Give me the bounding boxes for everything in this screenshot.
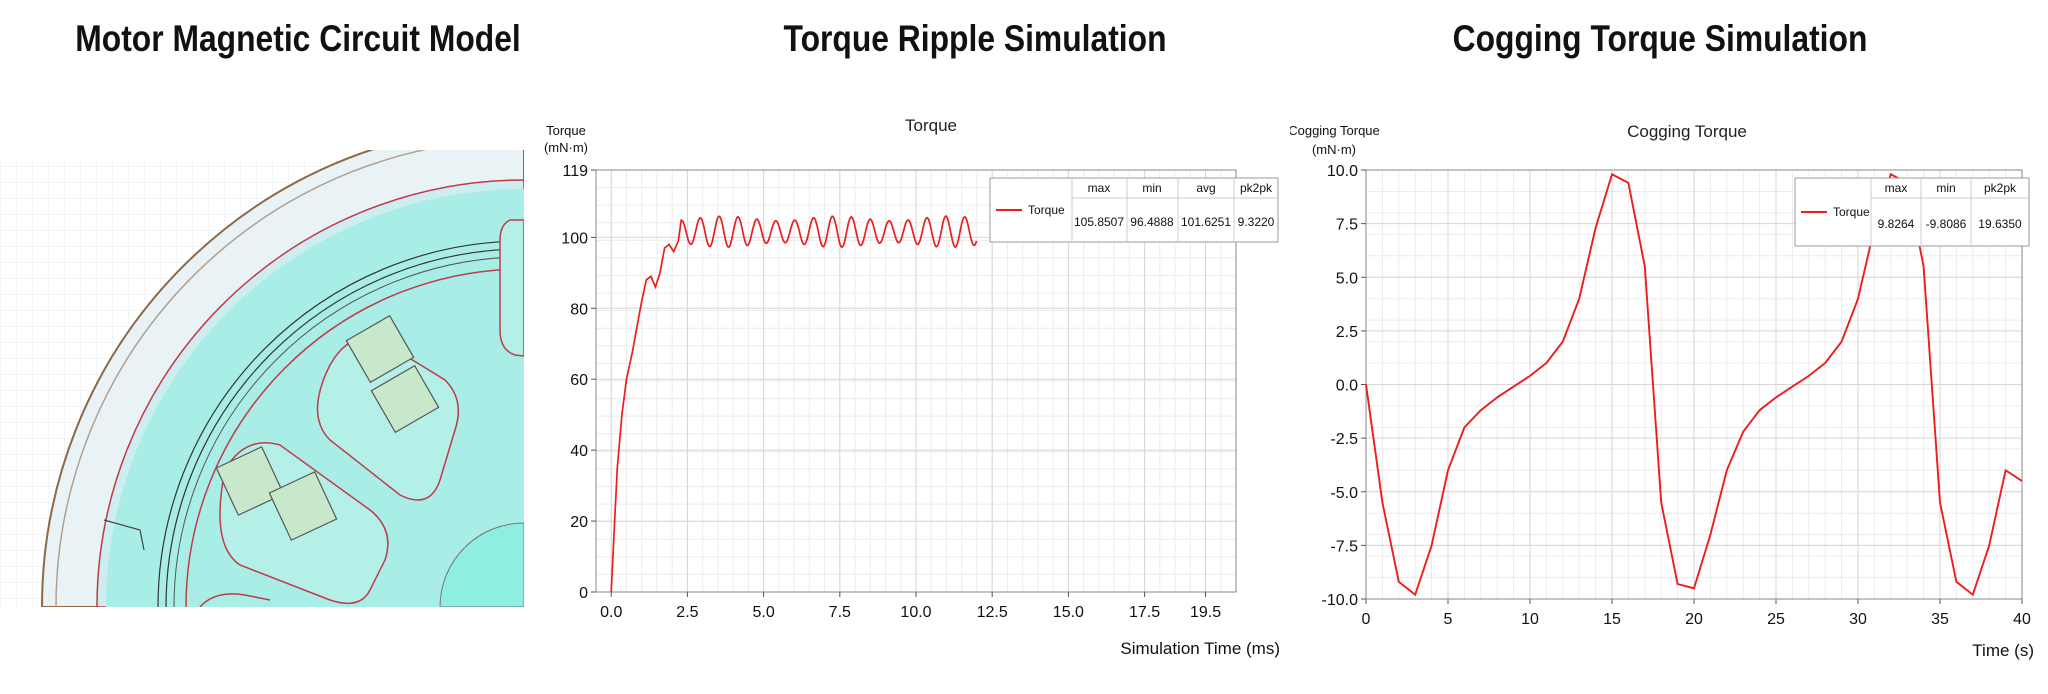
x-tick-label: 17.5 [1129,604,1160,621]
x-tick-label: 10.0 [900,604,931,621]
legend-entry: Torque [1028,203,1065,217]
field-vector [151,606,179,607]
x-tick-label: 15 [1603,611,1621,628]
cogging-torque-chart: 0 5 10 15 20 25 30 35 40 -10.0 -7.5 -5.0 -2.5 0.0 2.5 5… [1290,122,2034,660]
stats-value-pk2pk: 9.3220 [1238,215,1275,229]
y-tick-label: -2.5 [1330,431,1358,448]
y-tick-label: 119 [562,163,588,180]
y-tick-label: 10.0 [1327,163,1358,180]
y-tick-label: 2.5 [1336,324,1358,341]
x-tick-label: 35 [1931,611,1949,628]
stats-table: Torque max min pk2pk 9.8264 -9.8086 19.6… [1794,177,2030,247]
series-line-torque [610,215,978,593]
field-vector [183,606,211,607]
field-vector [167,606,195,607]
x-tick-label: 40 [2013,611,2031,628]
x-axis-label: Time (s) [1972,641,2034,660]
y-tick-label: 0 [579,585,588,602]
tooth-boundary [103,519,145,551]
y-tick-label: 20 [570,514,588,531]
stats-header-max: max [1088,181,1111,195]
stats-header-avg: avg [1196,181,1215,195]
outer-housing-line [55,150,428,607]
y-axis-label: Torque [546,123,586,138]
x-tick-label: 10 [1521,611,1539,628]
x-tick-label: 0.0 [600,604,622,621]
y-tick-label: 40 [570,443,588,460]
x-tick-label: 12.5 [977,604,1008,621]
stats-value-min: -9.8086 [1926,217,1967,231]
stats-table: Torque max min avg pk2pk 105.8507 96.488… [989,177,1279,243]
lower-arc-detail [199,593,271,607]
y-tick-label: 80 [570,301,588,318]
air-gap-line-2 [165,248,524,607]
chart-title: Torque [905,116,957,135]
x-tick-label: 15.0 [1053,604,1084,621]
chart-title: Cogging Torque [1627,122,1747,141]
stats-value-max: 9.8264 [1878,217,1915,231]
permanent-magnet-3 [215,446,285,516]
x-tick-label: 2.5 [676,604,698,621]
air-gap-line-1 [157,240,524,607]
permanent-magnet-1 [345,314,415,384]
plot-grid [596,169,1236,593]
torque-ripple-chart: 0.0 2.5 5.0 7.5 10.0 12.5 15.0 17.5 19.5 0 20 40 60 8… [544,116,1280,658]
x-tick-label: 5.0 [752,604,774,621]
stats-header-pk2pk: pk2pk [1984,181,2017,195]
stats-value-avg: 101.6251 [1181,215,1231,229]
air-gap-line-3 [173,256,524,607]
x-tick-label: 7.5 [829,604,851,621]
stats-header-min: min [1142,181,1161,195]
y-tick-label: -10.0 [1322,592,1359,609]
stats-value-min: 96.4888 [1130,215,1174,229]
x-tick-label: 20 [1685,611,1703,628]
y-axis-unit: (mN·m) [1312,142,1356,157]
x-tick-label: 30 [1849,611,1867,628]
y-axis-unit: (mN·m) [544,140,588,155]
y-tick-label: 7.5 [1336,217,1358,234]
shaft [439,522,524,607]
stats-header-pk2pk: pk2pk [1240,181,1273,195]
x-axis-label: Simulation Time (ms) [1120,639,1280,658]
y-tick-label: 5.0 [1336,270,1358,287]
x-tick-label: 25 [1767,611,1785,628]
y-tick-label: 0.0 [1336,378,1358,395]
stats-header-max: max [1885,181,1908,195]
stats-value-pk2pk: 19.6350 [1978,217,2022,231]
x-tick-label: 5 [1444,611,1453,628]
x-tick-label: 0 [1362,611,1371,628]
stats-header-min: min [1936,181,1955,195]
x-tick-label: 19.5 [1190,604,1221,621]
cogging-panel-title: Cogging Torque Simulation [1452,18,1868,59]
rotor-slot-right [499,219,524,357]
motor-panel-title: Motor Magnetic Circuit Model [75,18,521,59]
stats-value-max: 105.8507 [1074,215,1124,229]
y-tick-label: 60 [570,372,588,389]
rotor-outline [185,268,524,607]
ripple-panel-title: Torque Ripple Simulation [783,18,1167,59]
y-tick-label: 100 [561,230,588,247]
y-tick-label: -5.0 [1330,485,1358,502]
motor-model-diagram [0,150,524,607]
rotor-core [106,189,524,607]
permanent-magnet-4 [268,471,338,541]
y-tick-label: -7.5 [1330,538,1358,555]
permanent-magnet-2 [370,364,440,434]
y-axis-label: Cogging Torque [1290,123,1380,138]
legend-entry: Torque [1833,205,1870,219]
